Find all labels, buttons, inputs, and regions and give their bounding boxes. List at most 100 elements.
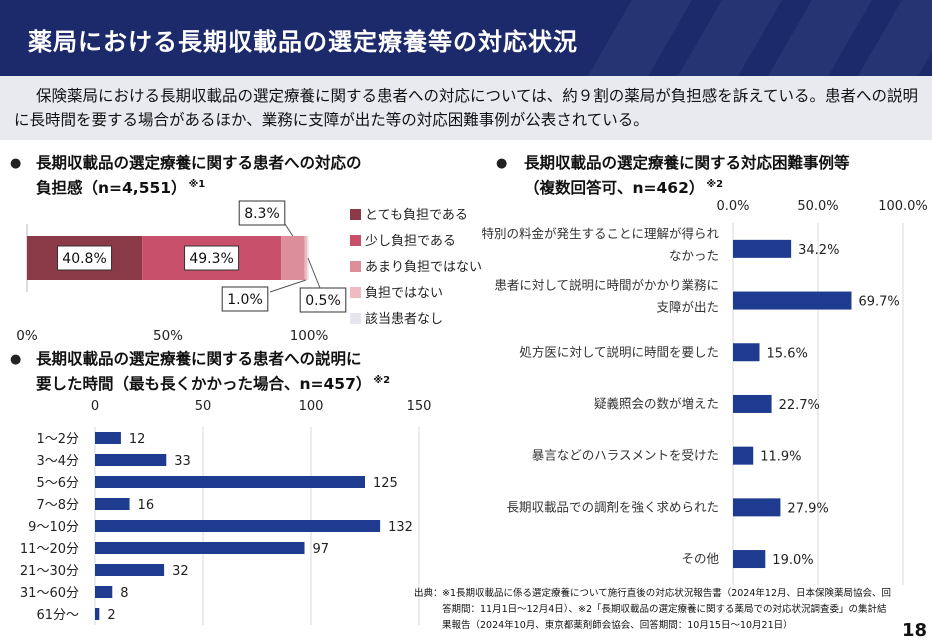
bar [95,586,113,598]
data-label-box [184,245,240,271]
tick-label: 50.0% [797,199,838,214]
bar [95,564,165,576]
source-prefix: 出典： [414,588,443,599]
data-label: 1.0% [227,292,263,308]
data-label: 12 [129,432,146,447]
cases-note: ※2 [706,179,724,190]
category-label: 21～30分 [20,564,79,579]
bar [95,608,100,620]
intro-box: 保険薬局における長期収載品の選定療養に関する患者への対応については、約９割の薬局… [0,76,932,140]
legend-label: あまり負担ではない [365,260,482,275]
tick-label: 0.0% [716,199,749,214]
bullet-icon: ● [496,156,508,171]
bar [733,343,760,362]
tick-label: 150 [407,399,432,414]
data-label: 49.3% [189,251,233,267]
source-text: ※1長期収載品に係る選定療養について施行直後の対応状況報告書（2024年12月、… [442,588,891,631]
data-label: 19.0% [772,553,813,568]
legend-label: 該当患者なし [365,311,443,327]
bar [95,432,121,444]
category-label: 31～60分 [20,586,79,601]
category-label: 3～4分 [36,454,79,469]
bar [95,520,381,532]
legend-label: とても負担である [365,208,468,223]
data-label: 0.5% [305,293,341,309]
legend-swatch [350,235,361,246]
burden-section-title: 長期収載品の選定療養に関する患者への対応の 負担感（n=4,551） ※1 [36,152,362,199]
category-label: 長期収載品での調剤を強く求められた [506,499,719,514]
legend-label: 負担ではない [365,286,443,301]
data-label: 22.7% [779,398,820,413]
intro-text: 保険薬局における長期収載品の選定療養に関する患者への対応については、約９割の薬局… [14,87,918,129]
category-label: 患者に対して説明に時間がかかり業務に [494,278,719,293]
data-label: 16 [138,498,155,513]
data-label-box [221,286,269,312]
time-note: ※2 [373,375,391,386]
time-section-title: 長期収載品の選定療養に関する患者への説明に 要した時間（最も長くかかった場合、n… [36,348,390,395]
data-label: 97 [313,542,330,557]
tick-label: 100 [299,399,324,414]
legend-swatch [350,209,361,220]
bar [733,446,754,465]
data-label: 34.2% [798,243,839,258]
legend-swatch [350,287,361,298]
category-label: 支障が出た [656,300,719,315]
time-title-line2: 要した時間（最も長くかかった場合、n=457） [36,375,372,394]
cases-title-line1: 長期収載品の選定療養に関する対応困難事例等 [524,154,850,172]
cases-title-line2: （複数回答可、n=462） [524,179,705,198]
cases-section-title: 長期収載品の選定療養に関する対応困難事例等 （複数回答可、n=462） ※2 [524,152,850,199]
bar [733,550,766,569]
category-label: 特別の料金が発生することに理解が得られ [481,226,719,241]
bar [733,239,792,258]
data-label: 125 [373,476,398,491]
data-label: 33 [174,454,191,469]
tick-label: 50 [195,399,212,414]
category-label: 11～20分 [20,542,79,557]
bar [733,291,852,310]
bar [95,454,167,466]
category-label: 処方医に対して説明に時間を要した [519,344,719,359]
leader-line [307,257,321,289]
tick-label: 100.0% [878,199,928,214]
legend-label: 少し負担である [365,234,456,249]
category-label: 7～8分 [36,498,79,513]
leader-line [269,279,307,293]
bullet-icon: ● [10,156,22,171]
bar [733,394,772,413]
burden-title-line1: 長期収載品の選定療養に関する患者への対応の [36,154,362,172]
data-label: 27.9% [787,501,828,516]
legend-swatch [350,313,361,324]
category-label: その他 [681,551,719,566]
category-label: 疑義照会の数が増えた [594,396,719,411]
category-label: 9～10分 [28,520,79,535]
data-label-box [57,245,113,271]
bar [733,498,781,517]
data-label: 8 [120,586,128,601]
category-label: なかった [669,248,719,263]
data-label: 69.7% [858,295,899,310]
bar-segment [304,236,308,280]
data-label: 11.9% [760,450,801,465]
legend-swatch [350,261,361,272]
data-label: 8.3% [244,206,280,222]
data-label: 32 [172,564,189,579]
data-label: 2 [107,608,115,623]
data-label: 132 [388,520,413,535]
tick-label: 0% [16,328,38,344]
title-bar: 薬局における長期収載品の選定療養等の対応状況 [0,0,932,76]
burden-title-line2: 負担感（n=4,551） [36,179,187,198]
tick-label: 50% [153,328,183,344]
category-label: 暴言などのハラスメントを受けた [532,448,719,463]
bar-segment [281,236,305,280]
bullet-icon: ● [10,352,22,367]
bar [95,476,365,488]
category-label: 61分～ [36,608,79,623]
bar [95,542,305,554]
time-title-line1: 長期収載品の選定療養に関する患者への説明に [36,350,362,368]
tick-label: 0 [91,399,99,414]
data-label: 40.8% [62,251,106,267]
page-number: 18 [902,620,928,641]
